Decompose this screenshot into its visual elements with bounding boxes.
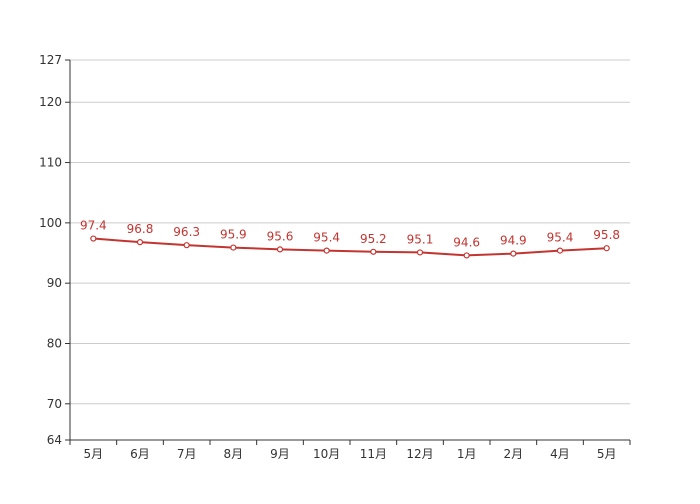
x-tick-labels: 5月 6月 7月 8月 9月 10月 11月 12月 1月 2月 4月 5月 [84,447,617,461]
series-line [93,237,607,257]
x-tick-label: 2月 [504,447,524,461]
data-point[interactable] [183,242,190,249]
data-point[interactable] [90,235,97,242]
data-points [90,235,610,259]
y-tick-label: 70 [47,397,62,411]
grid-lines [70,59,630,405]
data-label: 96.8 [127,222,154,236]
series-layer [93,237,607,257]
data-point[interactable] [370,248,377,255]
data-label: 95.4 [313,231,340,245]
data-point[interactable] [510,250,517,257]
data-point[interactable] [276,246,284,253]
x-tick-label: 11月 [360,447,387,461]
x-tick-label: 10月 [313,447,340,461]
data-point[interactable] [323,247,330,254]
x-tick-label: 7月 [177,447,197,461]
y-tick-label: 64 [47,433,62,447]
axes [65,59,631,445]
x-tick-label: 12月 [406,447,433,461]
data-label: 94.9 [500,234,527,248]
data-label: 94.6 [453,235,480,249]
data-point[interactable] [556,247,564,254]
data-label: 95.1 [407,232,434,246]
x-tick-label: 9月 [270,447,290,461]
y-tick-label: 90 [47,276,62,290]
data-label: 95.9 [220,228,247,242]
data-label: 95.2 [360,232,387,246]
data-point[interactable] [416,249,424,256]
data-point[interactable] [230,244,237,251]
data-point[interactable] [463,252,470,259]
x-tick-label: 4月 [550,447,570,461]
data-labels: 97.4 96.8 96.3 95.9 95.6 95.4 95.2 95.1 94.6 94.9… [80,219,620,250]
y-tick-label: 100 [39,216,62,230]
y-tick-label: 80 [47,336,62,350]
data-label: 96.3 [173,225,200,239]
y-tick-label: 127 [39,53,62,67]
x-tick-label: 1月 [457,447,477,461]
x-tick-label: 8月 [224,447,244,461]
x-tick-label: 6月 [130,447,150,461]
data-label: 95.4 [547,231,574,245]
x-tick-label: 5月 [597,447,617,461]
data-point[interactable] [136,239,144,246]
data-label: 95.6 [267,229,294,243]
data-point[interactable] [603,245,610,252]
data-label: 95.8 [593,228,620,242]
y-tick-label: 110 [39,156,62,170]
data-label: 97.4 [80,219,107,233]
y-tick-label: 120 [39,95,62,109]
y-tick-labels: 64 70 80 90 100 110 120 127 [39,53,62,447]
x-tick-label: 5月 [84,447,104,461]
